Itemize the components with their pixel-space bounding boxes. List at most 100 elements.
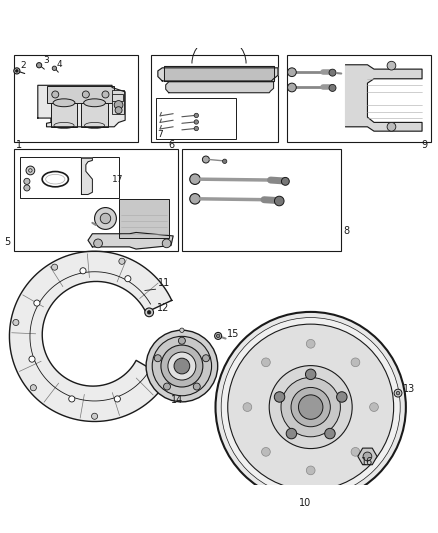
Circle shape (261, 358, 270, 367)
Circle shape (145, 308, 153, 317)
Polygon shape (166, 82, 274, 93)
Text: 16: 16 (361, 457, 374, 467)
Circle shape (163, 383, 170, 390)
Circle shape (261, 448, 270, 456)
Circle shape (161, 345, 203, 387)
Text: 2: 2 (20, 61, 26, 70)
Circle shape (281, 377, 340, 437)
Circle shape (216, 334, 220, 338)
Circle shape (221, 318, 400, 497)
Circle shape (202, 355, 209, 362)
Polygon shape (346, 65, 422, 131)
Circle shape (306, 466, 315, 475)
Bar (20, 157, 119, 198)
Circle shape (119, 258, 125, 264)
Circle shape (329, 84, 336, 92)
Circle shape (115, 107, 122, 114)
Circle shape (102, 91, 109, 98)
Circle shape (125, 276, 131, 282)
Bar (151, 55, 278, 142)
Circle shape (190, 174, 200, 184)
Circle shape (168, 352, 196, 380)
Circle shape (36, 62, 42, 68)
Circle shape (228, 324, 394, 490)
Circle shape (82, 91, 89, 98)
Polygon shape (81, 158, 92, 195)
Circle shape (394, 389, 402, 397)
Circle shape (15, 70, 18, 72)
Circle shape (274, 392, 285, 402)
Text: 4: 4 (57, 60, 62, 69)
Circle shape (162, 239, 171, 248)
Circle shape (298, 395, 323, 419)
Circle shape (193, 383, 200, 390)
Circle shape (194, 120, 198, 124)
Circle shape (24, 185, 30, 191)
Text: 10: 10 (299, 497, 311, 507)
Circle shape (14, 68, 20, 74)
Circle shape (148, 311, 151, 314)
Circle shape (288, 68, 296, 77)
Circle shape (154, 355, 161, 362)
Bar (81, 103, 108, 127)
Circle shape (351, 448, 360, 456)
Polygon shape (88, 232, 173, 249)
Polygon shape (158, 68, 278, 81)
Text: 1: 1 (16, 140, 22, 150)
Circle shape (100, 213, 111, 224)
Circle shape (92, 413, 98, 419)
Circle shape (80, 268, 86, 274)
Circle shape (194, 126, 198, 131)
Circle shape (114, 396, 120, 402)
Polygon shape (38, 85, 125, 127)
Circle shape (336, 392, 347, 402)
Circle shape (288, 83, 296, 92)
Circle shape (396, 391, 400, 395)
Circle shape (114, 101, 123, 109)
Circle shape (52, 91, 59, 98)
Circle shape (190, 193, 200, 204)
Circle shape (282, 177, 289, 185)
Polygon shape (10, 251, 172, 422)
Ellipse shape (53, 99, 75, 107)
Bar (112, 94, 123, 101)
Circle shape (215, 312, 406, 502)
Circle shape (269, 366, 352, 449)
Circle shape (194, 113, 198, 118)
Text: 17: 17 (112, 175, 124, 184)
Text: 15: 15 (227, 328, 239, 338)
Bar (182, 149, 341, 251)
Text: 13: 13 (403, 384, 416, 394)
Circle shape (363, 452, 372, 461)
Text: 9: 9 (421, 140, 427, 150)
Circle shape (223, 159, 227, 164)
Circle shape (325, 429, 335, 439)
Circle shape (202, 156, 209, 163)
Text: 14: 14 (171, 395, 183, 405)
Circle shape (286, 429, 297, 439)
Bar (119, 199, 169, 238)
Circle shape (180, 328, 184, 333)
Text: 6: 6 (169, 140, 175, 150)
Circle shape (152, 336, 212, 395)
Circle shape (69, 396, 75, 402)
Circle shape (30, 385, 36, 391)
Bar (155, 98, 237, 139)
Circle shape (174, 358, 190, 374)
Circle shape (24, 179, 30, 184)
Text: 12: 12 (156, 303, 169, 313)
Bar (51, 103, 77, 127)
Text: 5: 5 (4, 237, 11, 247)
Circle shape (275, 196, 284, 206)
Bar (14, 55, 138, 142)
Circle shape (52, 264, 58, 270)
Text: 8: 8 (343, 226, 350, 236)
Circle shape (178, 337, 185, 344)
Circle shape (26, 166, 35, 175)
Circle shape (306, 340, 315, 348)
Ellipse shape (84, 99, 106, 107)
Circle shape (29, 356, 35, 362)
Circle shape (146, 330, 218, 402)
Circle shape (13, 319, 19, 326)
Polygon shape (164, 66, 274, 81)
